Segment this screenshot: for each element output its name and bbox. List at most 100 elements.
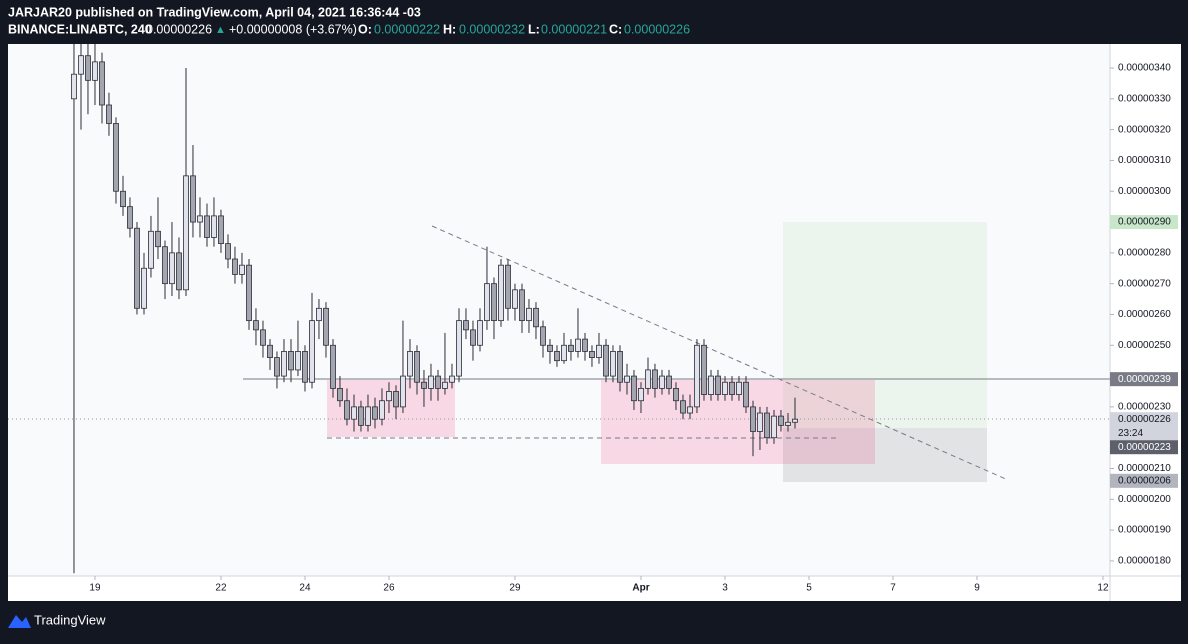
candle-body [764, 412, 770, 439]
candle-body [337, 387, 343, 402]
candle-body [449, 375, 455, 383]
logo-icon [8, 615, 31, 628]
brand: TradingView [34, 612, 106, 627]
candle-body [71, 73, 77, 100]
candle-body [407, 351, 413, 377]
candle-body [323, 307, 329, 346]
candle-body [176, 252, 182, 291]
candle-body [253, 320, 259, 331]
x-tick-label: 22 [215, 583, 227, 594]
candle-body [778, 415, 784, 426]
candle-body [715, 375, 721, 395]
candle-body [645, 369, 651, 389]
x-tick-label: 12 [1097, 583, 1109, 594]
candle-body [435, 375, 441, 389]
x-tick-label: 19 [89, 583, 101, 594]
candle-body [547, 344, 553, 352]
open-value: 0.00000222 [374, 22, 440, 36]
price-label-box [1110, 412, 1178, 441]
y-tick-label: 0.00000260 [1118, 309, 1171, 320]
candle-body [638, 387, 644, 402]
candle-body [652, 369, 658, 389]
candle-body [491, 283, 497, 322]
candle-body [85, 55, 91, 81]
x-tick-label: 5 [806, 583, 812, 594]
candle-body [596, 344, 602, 358]
y-tick-label: 0.00000270 [1118, 278, 1171, 289]
candle-body [225, 243, 231, 260]
x-tick-label: Apr [632, 583, 649, 594]
high-value: 0.00000232 [459, 22, 525, 36]
price-label: 0.00000239 [1118, 374, 1171, 385]
candle-body [274, 357, 280, 377]
y-tick-label: 0.00000230 [1118, 402, 1171, 413]
candle-body [379, 400, 385, 420]
x-tick-label: 7 [890, 583, 896, 594]
x-tick-label: 24 [299, 583, 311, 594]
candle-body [575, 338, 581, 352]
candle-body [260, 329, 266, 346]
candle-body [610, 351, 616, 377]
y-tick-label: 0.00000200 [1118, 494, 1171, 505]
price-label-box [1110, 440, 1178, 455]
candle-body [330, 344, 336, 389]
candle-body [190, 175, 196, 223]
change-arrow: ▲ [215, 24, 226, 36]
candle-body [232, 258, 238, 275]
trend-line [431, 225, 1009, 481]
y-tick-label: 0.00000320 [1118, 124, 1171, 135]
price-label: 0.00000290 [1118, 217, 1171, 228]
candle-body [680, 400, 686, 414]
high-label: H: [443, 22, 456, 36]
candle-body [533, 307, 539, 328]
change: +0.00000008 (+3.67%) [229, 22, 357, 36]
candle-body [211, 215, 217, 238]
candle-body [169, 252, 175, 285]
candle-body [792, 418, 798, 423]
y-tick-label: 0.00000180 [1118, 556, 1171, 567]
close-label: C: [609, 22, 622, 36]
plot-area [8, 44, 1110, 576]
candle-body [729, 381, 735, 395]
candle-body [120, 190, 126, 208]
candle-body [505, 264, 511, 309]
candle-body [743, 381, 749, 408]
candle-body [414, 351, 420, 383]
candle-body [470, 329, 476, 346]
candle-body [722, 381, 728, 395]
candle-body [218, 215, 224, 245]
footer-logo: TradingView [8, 612, 106, 628]
candle-body [708, 375, 714, 395]
countdown: 23:24 [1118, 428, 1143, 439]
candle-body [512, 289, 518, 309]
candle-body [484, 283, 490, 322]
candle-body [526, 307, 532, 322]
candle-body [785, 421, 791, 426]
candle-body [421, 381, 427, 389]
candle-body [162, 246, 168, 285]
candle-body [386, 391, 392, 402]
x-tick-label: 26 [383, 583, 395, 594]
candle-body [477, 320, 483, 346]
candle-body [92, 61, 98, 81]
candle-body [456, 320, 462, 377]
y-tick-label: 0.00000310 [1118, 155, 1171, 166]
candle-body [344, 400, 350, 420]
y-tick-label: 0.00000190 [1118, 525, 1171, 536]
candle-body [463, 320, 469, 331]
candle-body [428, 375, 434, 389]
candle-body [589, 351, 595, 358]
candle-body [365, 406, 371, 426]
candle-body [554, 351, 560, 362]
candle-body [701, 344, 707, 395]
candle-body [141, 267, 147, 309]
candle-body [155, 230, 161, 248]
candle-body [372, 406, 378, 420]
x-tick-label: 3 [722, 583, 728, 594]
candle-body [659, 375, 665, 389]
candle-body [519, 289, 525, 322]
candle-body [687, 406, 693, 414]
price-label-box [1110, 215, 1178, 230]
candle-body [442, 381, 448, 389]
